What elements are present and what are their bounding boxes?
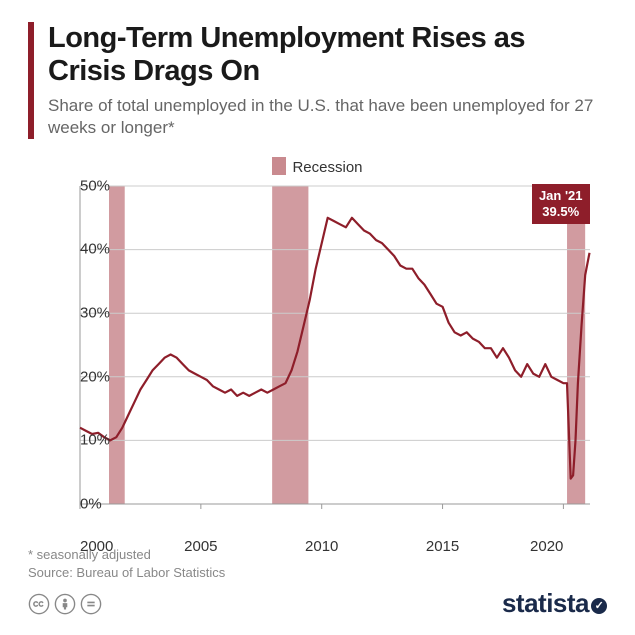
x-axis-label: 2010 [305, 538, 338, 555]
chart-title: Long-Term Unemployment Rises as Crisis D… [48, 22, 607, 89]
by-icon [54, 593, 76, 615]
footnote-source: Source: Bureau of Labor Statistics [28, 564, 607, 582]
statista-logo: statista✓ [502, 588, 607, 619]
footer-row: statista✓ [28, 588, 607, 619]
legend: Recession [28, 157, 607, 176]
callout-date: Jan '21 [539, 188, 583, 204]
chart-area: Jan '21 39.5% 0%10%20%30%40%50%200020052… [36, 182, 596, 532]
nd-icon [80, 593, 102, 615]
x-axis-label: 2000 [80, 538, 113, 555]
x-axis-label: 2005 [184, 538, 217, 555]
line-chart [36, 182, 596, 532]
x-axis-label: 2015 [426, 538, 459, 555]
chart-card: Long-Term Unemployment Rises as Crisis D… [0, 0, 635, 635]
legend-swatch [272, 157, 286, 175]
cc-icon [28, 593, 50, 615]
license-icons [28, 593, 102, 615]
chart-subtitle: Share of total unemployed in the U.S. th… [48, 95, 607, 139]
title-block: Long-Term Unemployment Rises as Crisis D… [28, 22, 607, 139]
legend-label: Recession [292, 159, 362, 176]
value-callout: Jan '21 39.5% [532, 184, 590, 225]
callout-value: 39.5% [539, 204, 583, 220]
x-axis-label: 2020 [530, 538, 563, 555]
